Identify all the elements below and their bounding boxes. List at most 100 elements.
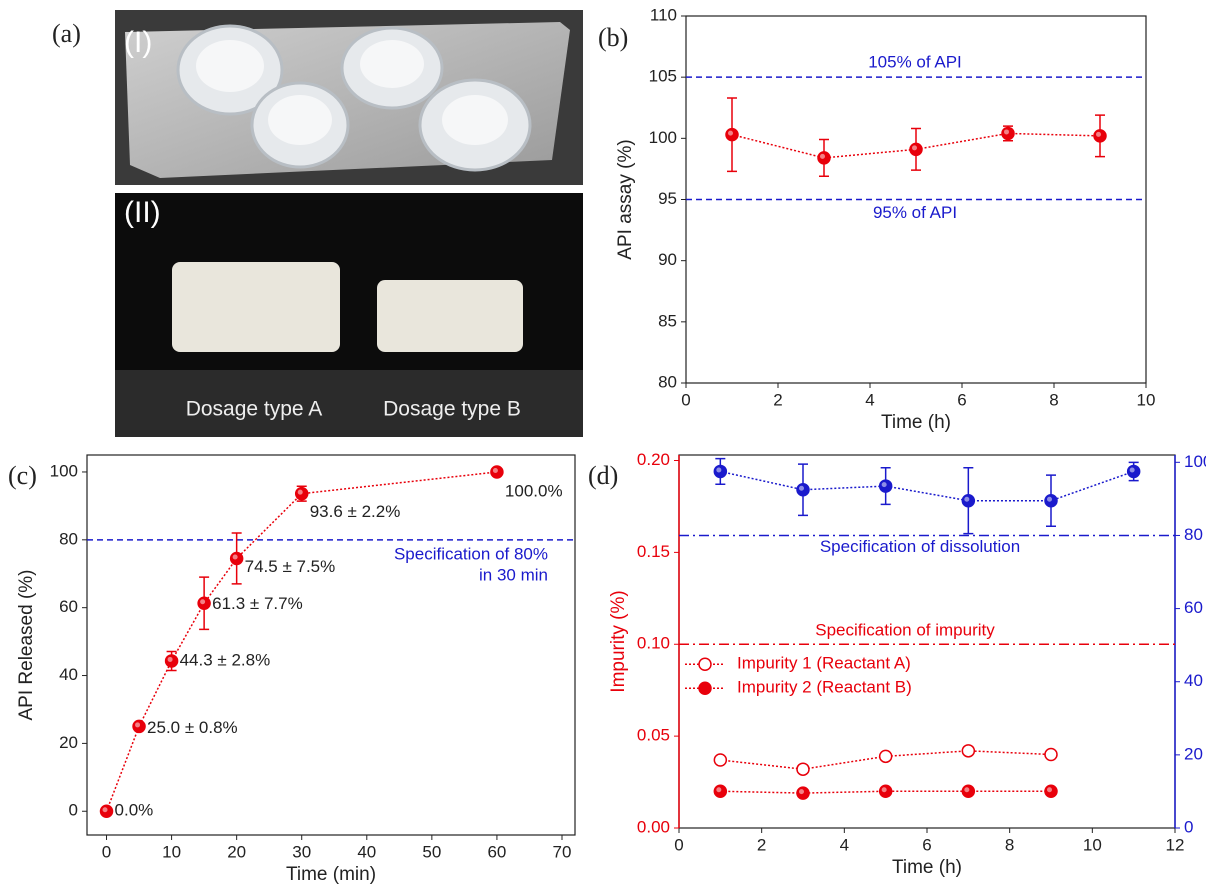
x-axis-label: Time (min): [286, 864, 376, 885]
y-tick-label: 0.10: [637, 634, 670, 653]
legend-marker: [699, 658, 711, 670]
data-point-shine: [820, 154, 825, 159]
x-tick-label: 6: [957, 390, 966, 409]
panel-label: (b): [598, 23, 628, 52]
data-point-shine: [298, 490, 303, 495]
series-line: [720, 471, 1133, 500]
x-tick-label: 6: [922, 835, 931, 854]
y2-tick-label: 20: [1184, 744, 1203, 763]
data-point-shine: [882, 787, 887, 792]
y2-tick-label: 0: [1184, 817, 1193, 836]
photo-panel: (a) (I) (II) Dosage type A Dosage type B: [52, 10, 583, 437]
value-label: 93.6 ± 2.2%: [310, 502, 401, 521]
x-tick-label: 2: [757, 835, 766, 854]
y-tick-label: 100: [50, 461, 78, 480]
data-point-shine: [799, 486, 804, 491]
x-tick-label: 4: [865, 390, 874, 409]
value-label: 100.0%: [505, 481, 563, 500]
data-point-shine: [493, 468, 498, 473]
data-point-shine: [1047, 787, 1052, 792]
data-point-shine: [912, 145, 917, 150]
data-point-shine: [1096, 132, 1101, 137]
y2-tick-label: 40: [1184, 671, 1203, 690]
data-point: [880, 750, 892, 762]
data-point: [962, 745, 974, 757]
x-tick-label: 0: [674, 835, 683, 854]
y-tick-label: 90: [658, 250, 677, 269]
data-point-shine: [168, 657, 173, 662]
y-tick-label: 95: [658, 189, 677, 208]
y-tick-label: 100: [649, 128, 677, 147]
value-label: 0.0%: [115, 801, 154, 820]
x-tick-label: 0: [102, 842, 111, 861]
data-point-shine: [799, 789, 804, 794]
legend-marker: [699, 682, 711, 694]
data-point-shine: [1047, 497, 1052, 502]
x-tick-label: 2: [773, 390, 782, 409]
x-tick-label: 40: [357, 842, 376, 861]
plot-frame: [679, 455, 1175, 828]
photo-label: (I): [124, 26, 152, 59]
y-tick-label: 85: [658, 311, 677, 330]
x-tick-label: 8: [1049, 390, 1058, 409]
x-tick-label: 70: [553, 842, 572, 861]
x-tick-label: 10: [1137, 390, 1156, 409]
data-point-shine: [716, 467, 721, 472]
y-tick-label: 0: [69, 801, 78, 820]
x-axis-label: Time (h): [881, 412, 951, 433]
x-tick-label: 10: [1083, 835, 1102, 854]
reference-label: in 30 min: [479, 565, 548, 584]
reference-label: Specification of impurity: [815, 621, 995, 640]
x-tick-label: 60: [487, 842, 506, 861]
data-point: [1045, 749, 1057, 761]
photo-label: (II): [124, 196, 161, 229]
y-tick-label: 0.15: [637, 542, 670, 561]
panel-label: (a): [52, 19, 81, 48]
photo-caption: Dosage type B: [383, 398, 521, 421]
x-tick-label: 8: [1005, 835, 1014, 854]
x-tick-label: 30: [292, 842, 311, 861]
dosage-b: [377, 280, 523, 352]
data-point-shine: [233, 554, 238, 559]
data-point-shine: [882, 482, 887, 487]
x-tick-label: 0: [681, 390, 690, 409]
data-point-shine: [135, 722, 140, 727]
reference-label: Specification of 80%: [394, 544, 548, 563]
y-tick-label: 0.05: [637, 726, 670, 745]
reference-label: Specification of dissolution: [820, 537, 1020, 556]
value-label: 44.3 ± 2.8%: [180, 650, 271, 669]
y-tick-label: 0.00: [637, 817, 670, 836]
data-point-shine: [1004, 129, 1009, 134]
value-label: 25.0 ± 0.8%: [147, 718, 238, 737]
x-axis-label: Time (h): [892, 857, 962, 878]
x-tick-label: 12: [1166, 835, 1185, 854]
reference-label: 95% of API: [873, 203, 957, 222]
reference-label: 105% of API: [868, 53, 962, 72]
y2-tick-label: 80: [1184, 525, 1203, 544]
y2-tick-label: 100: [1184, 452, 1206, 471]
y-tick-label: 0.20: [637, 450, 670, 469]
data-point: [714, 754, 726, 766]
x-tick-label: 4: [840, 835, 849, 854]
y-tick-label: 80: [59, 529, 78, 548]
y2-tick-label: 60: [1184, 598, 1203, 617]
value-label: 61.3 ± 7.7%: [212, 594, 303, 613]
data-point-shine: [728, 131, 733, 136]
y-tick-label: 40: [59, 665, 78, 684]
value-label: 74.5 ± 7.5%: [245, 557, 336, 576]
x-tick-label: 20: [227, 842, 246, 861]
legend-label: Impurity 1 (Reactant A): [737, 654, 911, 673]
data-point-shine: [964, 497, 969, 502]
y-axis-label: API assay (%): [615, 139, 636, 259]
data-point-shine: [103, 807, 108, 812]
data-point-shine: [716, 787, 721, 792]
figure: (a) (I) (II) Dosage type A Dosage type B…: [0, 0, 1206, 886]
y-tick-label: 105: [649, 67, 677, 86]
series-line: [107, 472, 497, 811]
y-tick-label: 110: [650, 5, 677, 24]
legend-label: Impurity 2 (Reactant B): [737, 678, 912, 697]
y-axis-label: API Released (%): [16, 569, 37, 720]
